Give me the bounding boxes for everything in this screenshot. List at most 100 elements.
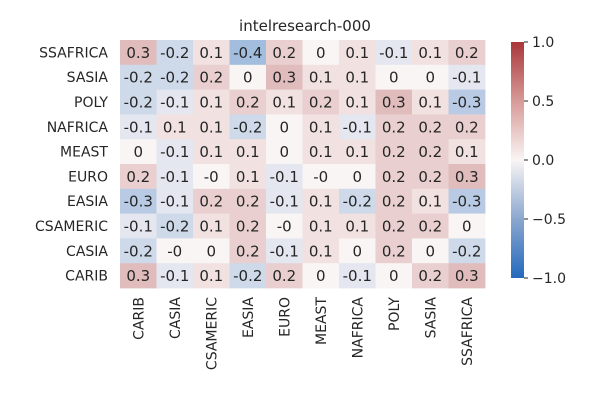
- y-axis-tick-labels: SSAFRICA SASIA POLY NAFRICA MEAST EURO EASIA CS…: [35, 45, 108, 284]
- heatmap-cell: [229, 139, 267, 165]
- heatmap-cell: [120, 114, 157, 140]
- cell-value-label: 0.3: [126, 267, 150, 285]
- cell-value-label: 0.1: [199, 118, 223, 136]
- y-tick-label: NAFRICA: [47, 120, 109, 136]
- heatmap-cell: [339, 188, 376, 214]
- cell-value-label: 0.1: [345, 218, 369, 236]
- heatmap-cell: [339, 64, 376, 90]
- heatmap-cell: [302, 40, 340, 66]
- heatmap-cell: [266, 139, 303, 165]
- heatmap-cell: [302, 114, 340, 140]
- cell-value-label: 0: [425, 69, 435, 87]
- heatmap-cell: [266, 40, 303, 66]
- cell-value-label: 0.2: [382, 218, 406, 236]
- cell-value-label: 0.2: [236, 94, 260, 112]
- cell-value-label: 0.2: [382, 143, 406, 161]
- cell-value-label: 0: [389, 267, 399, 285]
- heatmap-cell: [448, 263, 486, 289]
- heatmap-cell: [448, 89, 486, 115]
- colorbar-tick-label: −0.5: [532, 212, 566, 228]
- cell-value-label: 0.2: [382, 193, 406, 211]
- y-tick-label: MEAST: [60, 145, 108, 161]
- heatmap-cell: [229, 263, 267, 289]
- heatmap-cell: [339, 89, 376, 115]
- heatmap-cell: [339, 238, 376, 264]
- heatmap-cell: [375, 139, 413, 165]
- heatmap-cell: [302, 164, 340, 190]
- cell-value-label: 0.3: [455, 168, 479, 186]
- colorbar: [511, 42, 524, 278]
- cell-value-label: -0.1: [160, 267, 189, 285]
- colorbar-tick-label: 1.0: [532, 35, 554, 51]
- heatmap-cell: [156, 139, 194, 165]
- cell-value-label: -0.1: [343, 118, 372, 136]
- heatmap-cell: [266, 263, 303, 289]
- cell-value-label: 0.1: [309, 69, 333, 87]
- heatmap-cell: [448, 238, 486, 264]
- heatmap-cell: [156, 188, 194, 214]
- y-tick-label: CSAMERIC: [35, 219, 108, 235]
- heatmap-cell: [339, 213, 376, 239]
- cell-value-label: -0.2: [233, 118, 262, 136]
- heatmap-cell: [412, 188, 449, 214]
- heatmap-cell: [156, 263, 194, 289]
- cell-value-label: 0.1: [345, 94, 369, 112]
- heatmap-cell: [375, 64, 413, 90]
- heatmap-cell: [448, 40, 486, 66]
- cell-value-label: 0.2: [382, 118, 406, 136]
- cell-value-label: -0.2: [124, 69, 153, 87]
- colorbar-tick-label: 0.0: [532, 153, 554, 169]
- heatmap-cell: [266, 213, 303, 239]
- cell-value-label: 0: [133, 143, 143, 161]
- cell-value-label: -0.3: [452, 193, 481, 211]
- heatmap-cell: [193, 64, 230, 90]
- x-tick-label: POLY: [387, 297, 403, 331]
- cell-value-label: 0.2: [455, 118, 479, 136]
- cell-value-label: 0.1: [309, 143, 333, 161]
- heatmap-cell: [375, 213, 413, 239]
- heatmap-cell: [229, 213, 267, 239]
- cell-value-label: -0.1: [452, 69, 481, 87]
- heatmap-cell: [120, 188, 157, 214]
- heatmap-cell: [412, 164, 449, 190]
- heatmap-cell: [120, 164, 157, 190]
- x-tick-label: NAFRICA: [350, 297, 366, 359]
- x-tick-label: SSAFRICA: [460, 297, 476, 366]
- y-tick-label: EASIA: [67, 194, 108, 210]
- cell-value-label: 0.1: [418, 193, 442, 211]
- heatmap-cell: [412, 238, 449, 264]
- heatmap-cell: [156, 40, 194, 66]
- cell-value-label: 0.2: [272, 267, 296, 285]
- cell-value-label: 0: [243, 69, 253, 87]
- cell-value-label: 0.2: [382, 168, 406, 186]
- cell-value-label: 0.1: [199, 44, 223, 62]
- cell-value-label: 0.1: [199, 143, 223, 161]
- cell-value-label: 0.1: [345, 44, 369, 62]
- heatmap-cell: [412, 64, 449, 90]
- cell-value-label: -0: [204, 168, 219, 186]
- heatmap-cell: [120, 64, 157, 90]
- heatmap-cell: [120, 238, 157, 264]
- chart-title: intelresearch-000: [239, 17, 371, 35]
- cell-value-label: -0.2: [343, 193, 372, 211]
- y-tick-label: EURO: [68, 169, 108, 185]
- heatmap-cell: [375, 263, 413, 289]
- cell-value-label: 0.2: [199, 69, 223, 87]
- cell-value-label: 0.1: [163, 118, 187, 136]
- heatmap-cell: [448, 114, 486, 140]
- cell-value-label: -0.1: [379, 44, 408, 62]
- heatmap-cell: [375, 114, 413, 140]
- cell-value-label: 0: [206, 242, 216, 260]
- cell-value-label: -0: [313, 168, 328, 186]
- cell-value-label: -0.1: [270, 193, 299, 211]
- cell-value-label: -0.3: [452, 94, 481, 112]
- heatmap-cell: [120, 213, 157, 239]
- heatmap-cell: [302, 89, 340, 115]
- cell-value-label: 0.2: [418, 267, 442, 285]
- cell-value-label: 0: [389, 69, 399, 87]
- y-tick-label: CASIA: [66, 244, 108, 260]
- heatmap-cell: [448, 139, 486, 165]
- cell-value-label: 0.1: [455, 143, 479, 161]
- cell-value-label: -0.3: [124, 193, 153, 211]
